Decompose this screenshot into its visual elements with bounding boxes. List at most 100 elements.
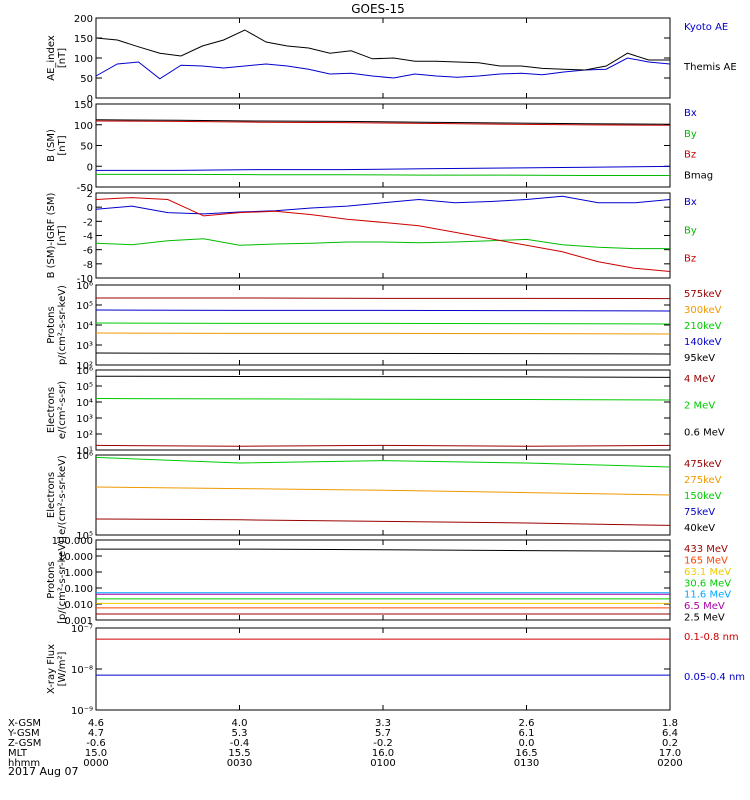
panel-4: 10² 10³ 10⁴ 10⁵ 10⁶ Protonsp/(cm²-s-sr-keV) 57… (46, 281, 722, 372)
ephemeris-value: 17.0 (659, 748, 681, 759)
legend-entry: Themis AE (683, 62, 737, 73)
ephemeris-value: 0200 (657, 758, 682, 769)
ephemeris-value: 5.3 (232, 728, 248, 739)
legend-entry: 95keV (684, 353, 715, 364)
ephemeris-value: 16.0 (372, 748, 394, 759)
legend-entry: Bx (684, 197, 697, 208)
y-tick-label: -6 (83, 246, 93, 257)
y-tick-label: 0.010 (64, 600, 93, 611)
series-line-by (96, 173, 670, 176)
panel-6: 10⁵ 10⁶ Electronse/(cm²-s-sr-keV) 475keV 275… (46, 451, 722, 542)
legend-entry: 210keV (684, 321, 722, 332)
series-line-4-mev (95, 444, 671, 447)
ephemeris-value: 2.6 (519, 718, 535, 729)
y-axis-title: B (SM)[nT] (46, 129, 68, 162)
ephemeris-value: 0100 (370, 758, 395, 769)
y-tick-label: 200 (74, 14, 93, 25)
ephemeris-value: 6.1 (519, 728, 535, 739)
legend-entry: 140keV (684, 337, 722, 348)
date-label: 2017 Aug 07 (8, 765, 78, 778)
y-tick-label: 10² (76, 430, 93, 441)
ephemeris-label: Z-GSM (8, 738, 41, 749)
y-tick-label: -50 (77, 183, 93, 194)
series-line-95kev (95, 352, 671, 355)
panel-2: -50 0 50 100 150 B (SM)[nT] Bx By Bz Bmag (46, 100, 713, 194)
series-line-2-mev (95, 398, 671, 401)
ephemeris-value: 16.5 (515, 748, 537, 759)
y-tick-label: 0 (87, 203, 93, 214)
y-tick-label: 10⁻⁷ (71, 624, 93, 635)
ephemeris-value: 6.4 (662, 728, 678, 739)
legend-entry: Bz (684, 150, 696, 161)
series-line-bx (95, 195, 671, 215)
ephemeris-label: MLT (8, 748, 28, 759)
ephemeris-label: X-GSM (8, 718, 41, 729)
ephemeris-value: 3.3 (375, 718, 391, 729)
series-line-475kev (95, 518, 671, 526)
y-tick-label: 10⁵ (76, 531, 93, 542)
legend-entry: Bx (684, 108, 697, 119)
legend-entry: 6.5 MeV (684, 601, 725, 612)
y-tick-label: -8 (83, 260, 93, 271)
legend-entry: Bmag (684, 170, 713, 181)
y-axis-title: B (SM)-IGRF (SM)[nT] (46, 193, 68, 279)
y-tick-label: 10³ (76, 341, 93, 352)
legend-entry: 2.5 MeV (684, 613, 725, 624)
legend-entry: 2 MeV (684, 401, 715, 412)
y-tick-label: 100 (74, 54, 93, 65)
legend-entry: 165 MeV (684, 555, 728, 566)
y-tick-label: 10³ (76, 414, 93, 425)
y-axis-title: Electronse/(cm²-s-sr-keV) (46, 455, 68, 535)
ephemeris-value: 15.5 (228, 748, 250, 759)
legend-entry: 575keV (684, 289, 722, 300)
y-tick-label: 100.000 (52, 536, 93, 547)
legend-entry: 30.6 MeV (684, 578, 731, 589)
ephemeris-value: 4.0 (232, 718, 248, 729)
y-tick-label: -10 (77, 274, 93, 285)
legend-entry: Kyoto AE (684, 22, 728, 33)
y-tick-label: 10⁶ (76, 451, 93, 462)
legend-entry: 300keV (684, 305, 722, 316)
y-tick-label: 2 (87, 189, 93, 200)
y-axis-title: Electronse/(cm²-s-sr) (46, 381, 68, 439)
legend-entry: 75keV (684, 507, 715, 518)
ephemeris-value: 0.0 (519, 738, 535, 749)
panel-1: 0 50 100 150 200 AE_index[nT] Kyoto AE Themis A… (46, 14, 737, 105)
ephemeris-value: 4.7 (88, 728, 104, 739)
legend-entry: 0.1-0.8 nm (684, 632, 739, 643)
series-line-bmag (95, 119, 671, 125)
series-line-2-5-mev (96, 548, 671, 552)
ephemeris-value: 1.8 (662, 718, 678, 729)
legend-entry: By (684, 129, 697, 140)
y-axis-title: X-ray Flux[W/m²] (46, 644, 68, 694)
legend-entry: 11.6 MeV (684, 590, 731, 601)
series-line-bx (96, 165, 671, 171)
series-line-bz (95, 120, 671, 126)
y-tick-label: 50 (80, 74, 93, 85)
y-tick-label: 100 (74, 121, 93, 132)
y-tick-label: 10⁴ (76, 321, 93, 332)
series-line-140kev (95, 309, 671, 312)
legend-entry: 275keV (684, 475, 722, 486)
y-tick-label: 10² (76, 361, 93, 372)
series-line-275kev (95, 486, 671, 496)
series-line-210kev (95, 322, 671, 325)
ephemeris-value: -0.2 (373, 738, 393, 749)
legend-entry: 63.1 MeV (684, 567, 731, 578)
series-line-kyoto-ae (95, 57, 671, 80)
panel-frame (95, 454, 671, 536)
panel-5: 10¹ 10² 10³ 10⁴ 10⁵ 10⁶ Electronse/(cm²-s-sr) 4… (46, 366, 725, 457)
y-tick-label: 0.001 (64, 616, 93, 627)
legend-entry: 150keV (684, 491, 722, 502)
series-line-150kev (95, 456, 671, 468)
y-tick-label: 10⁴ (76, 398, 93, 409)
legend-entry: 40keV (684, 523, 715, 534)
ephemeris-value: 0000 (83, 758, 108, 769)
ephemeris-value: 15.0 (85, 748, 107, 759)
y-tick-label: 0 (87, 94, 93, 105)
y-tick-label: 0 (87, 162, 93, 173)
legend-entry: 433 MeV (684, 544, 728, 555)
